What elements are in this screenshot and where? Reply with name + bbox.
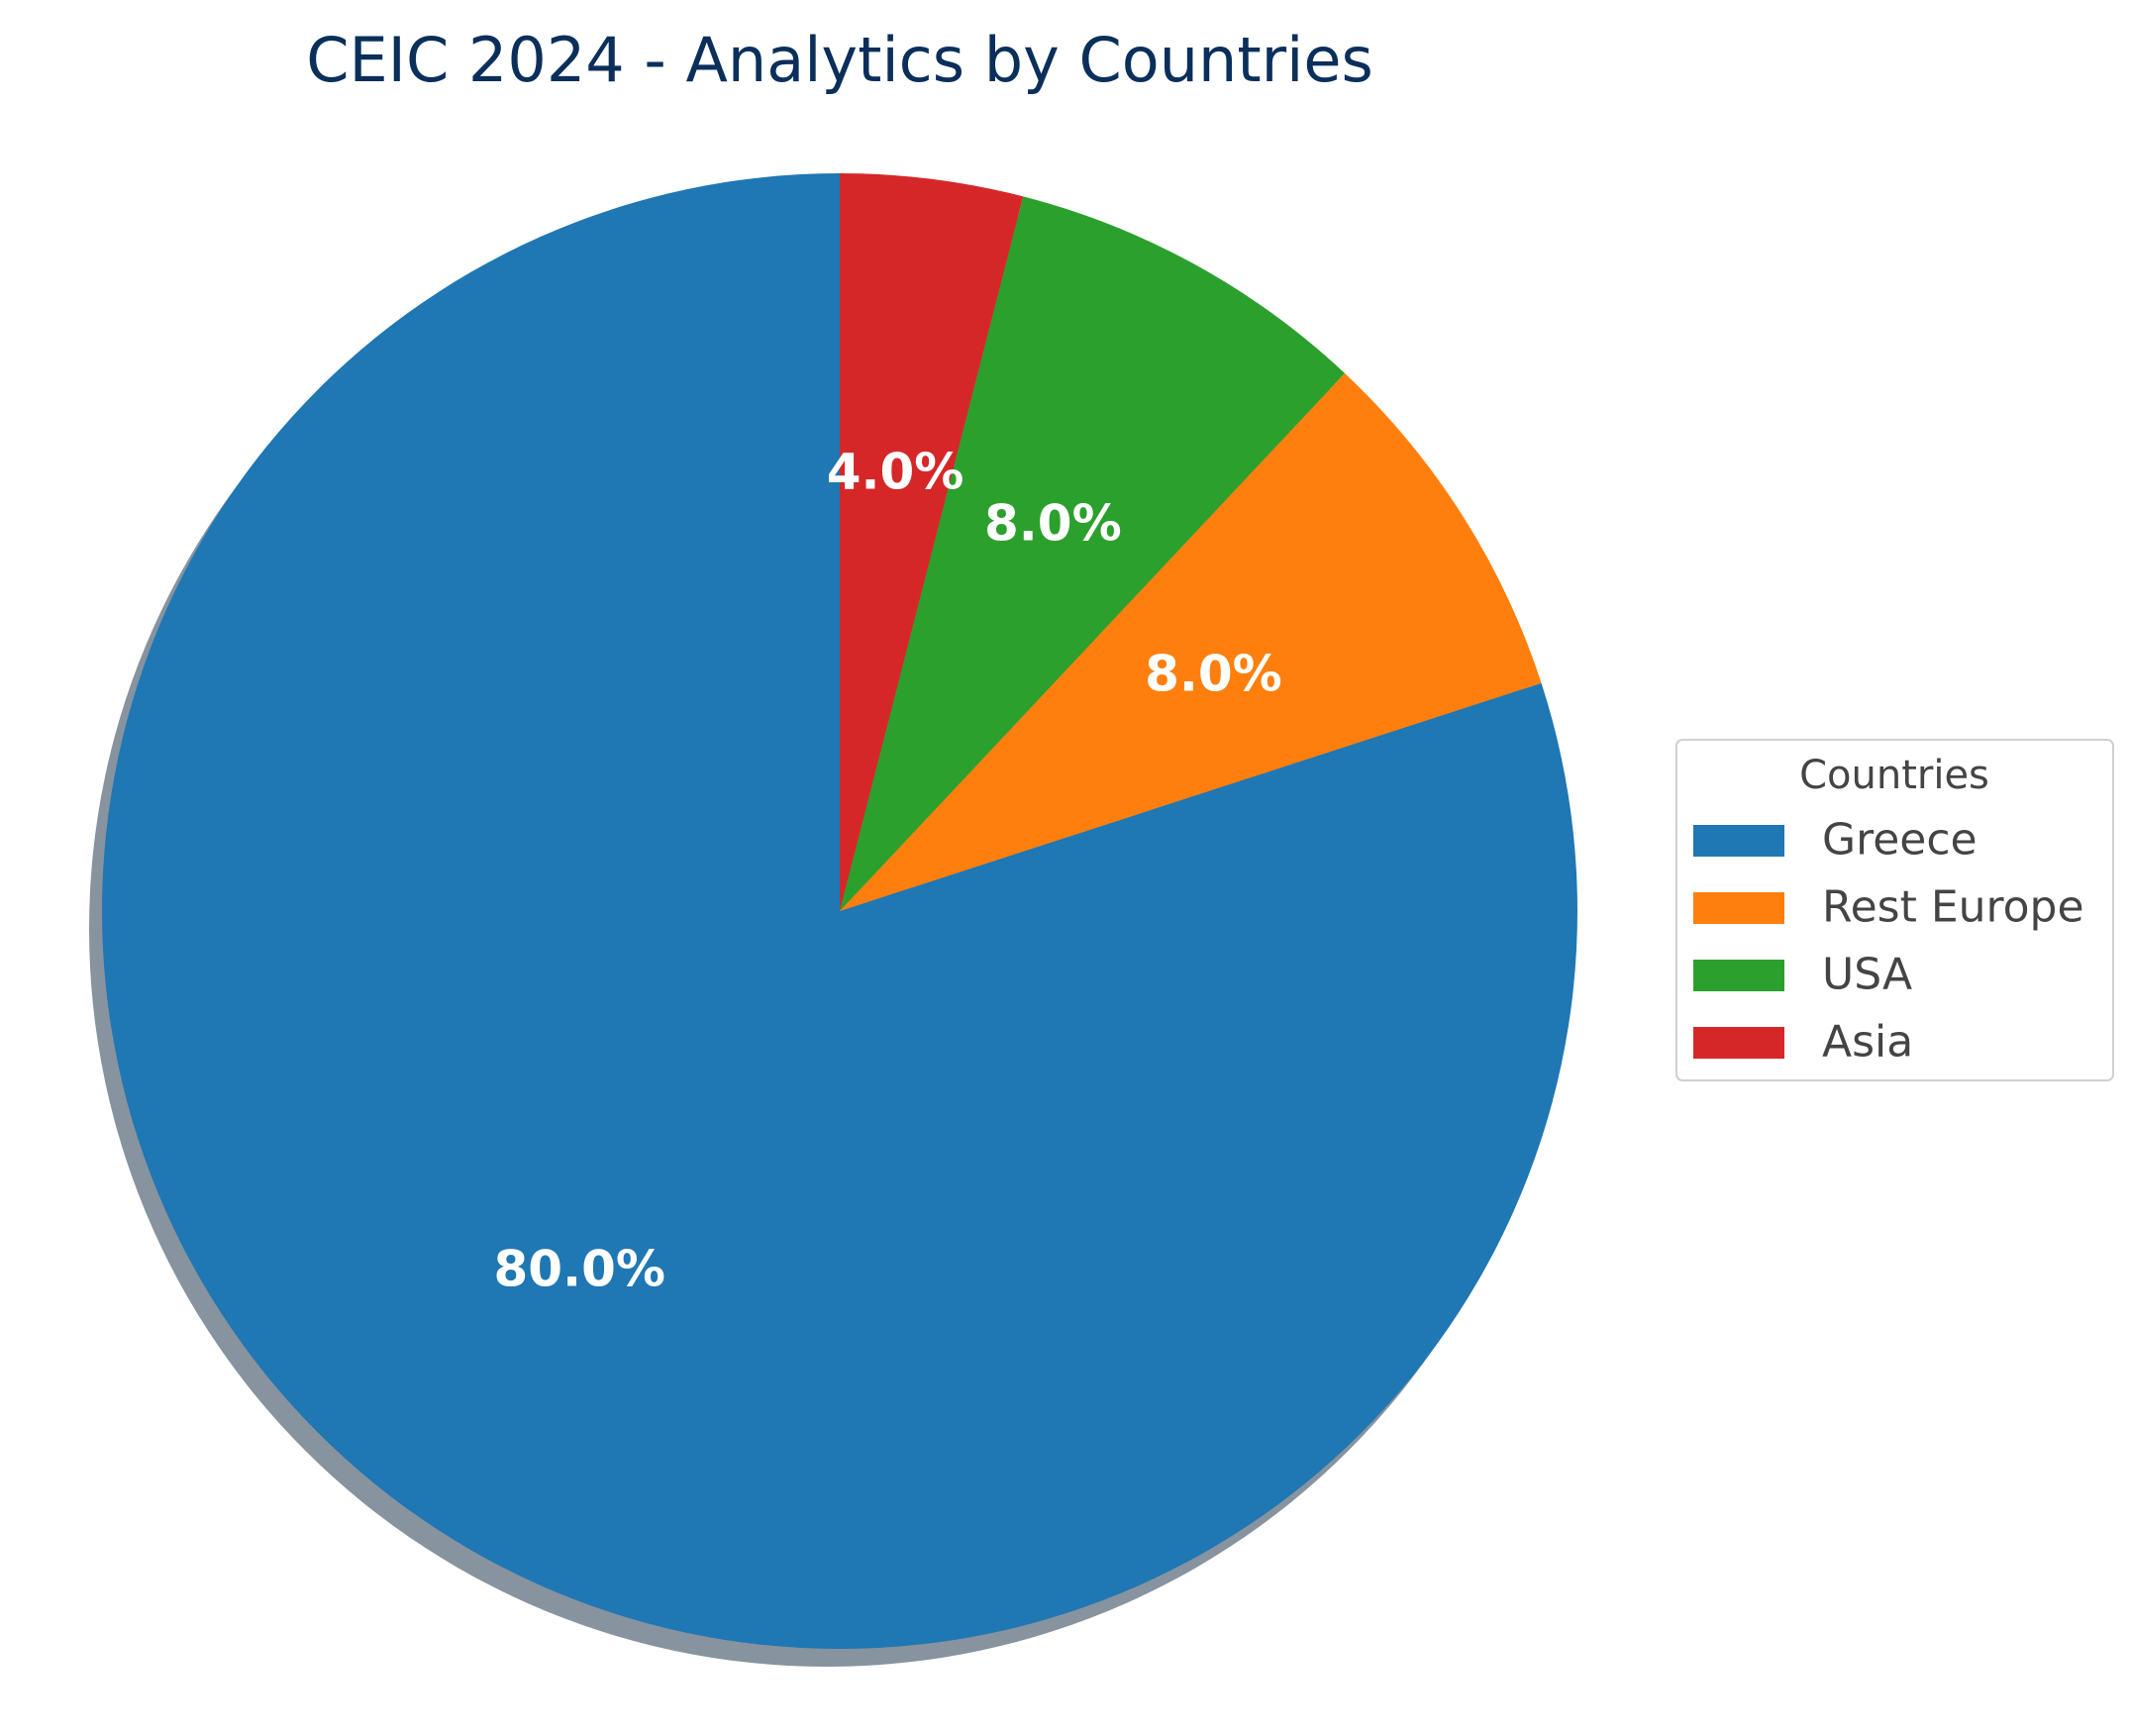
legend-label-greece: Greece [1822, 815, 1978, 866]
pct-label-asia: 4.0% [827, 444, 964, 501]
pct-label-rest-europe: 8.0% [1145, 645, 1282, 702]
legend-label-asia: Asia [1822, 1017, 1913, 1068]
chart-title: CEIC 2024 - Analytics by Countries [306, 24, 1373, 96]
legend-frame [1675, 739, 2114, 1081]
legend-label-rest-europe: Rest Europe [1822, 882, 2084, 933]
slice-asia [840, 173, 1024, 911]
legend-swatch-usa [1693, 960, 1784, 991]
slice-greece [101, 173, 1577, 1650]
legend-title: Countries [1799, 753, 1989, 798]
legend-swatch-greece [1693, 825, 1784, 857]
pct-label-greece: 80.0% [494, 1241, 665, 1298]
legend-swatch-rest-europe [1693, 892, 1784, 924]
pct-label-usa: 8.0% [984, 494, 1122, 552]
legend-label-usa: USA [1822, 950, 1912, 1000]
legend: Countries Greece Rest Europe USA Asia [1675, 739, 2114, 1081]
pie-slices [101, 173, 1577, 1650]
slice-usa [840, 196, 1345, 912]
legend-swatch-asia [1693, 1027, 1784, 1059]
legend-items: Greece Rest Europe USA Asia [1693, 815, 2084, 1068]
pie-labels: 80.0% 8.0% 8.0% 4.0% [494, 444, 1282, 1298]
slice-rest-europe [840, 372, 1542, 912]
